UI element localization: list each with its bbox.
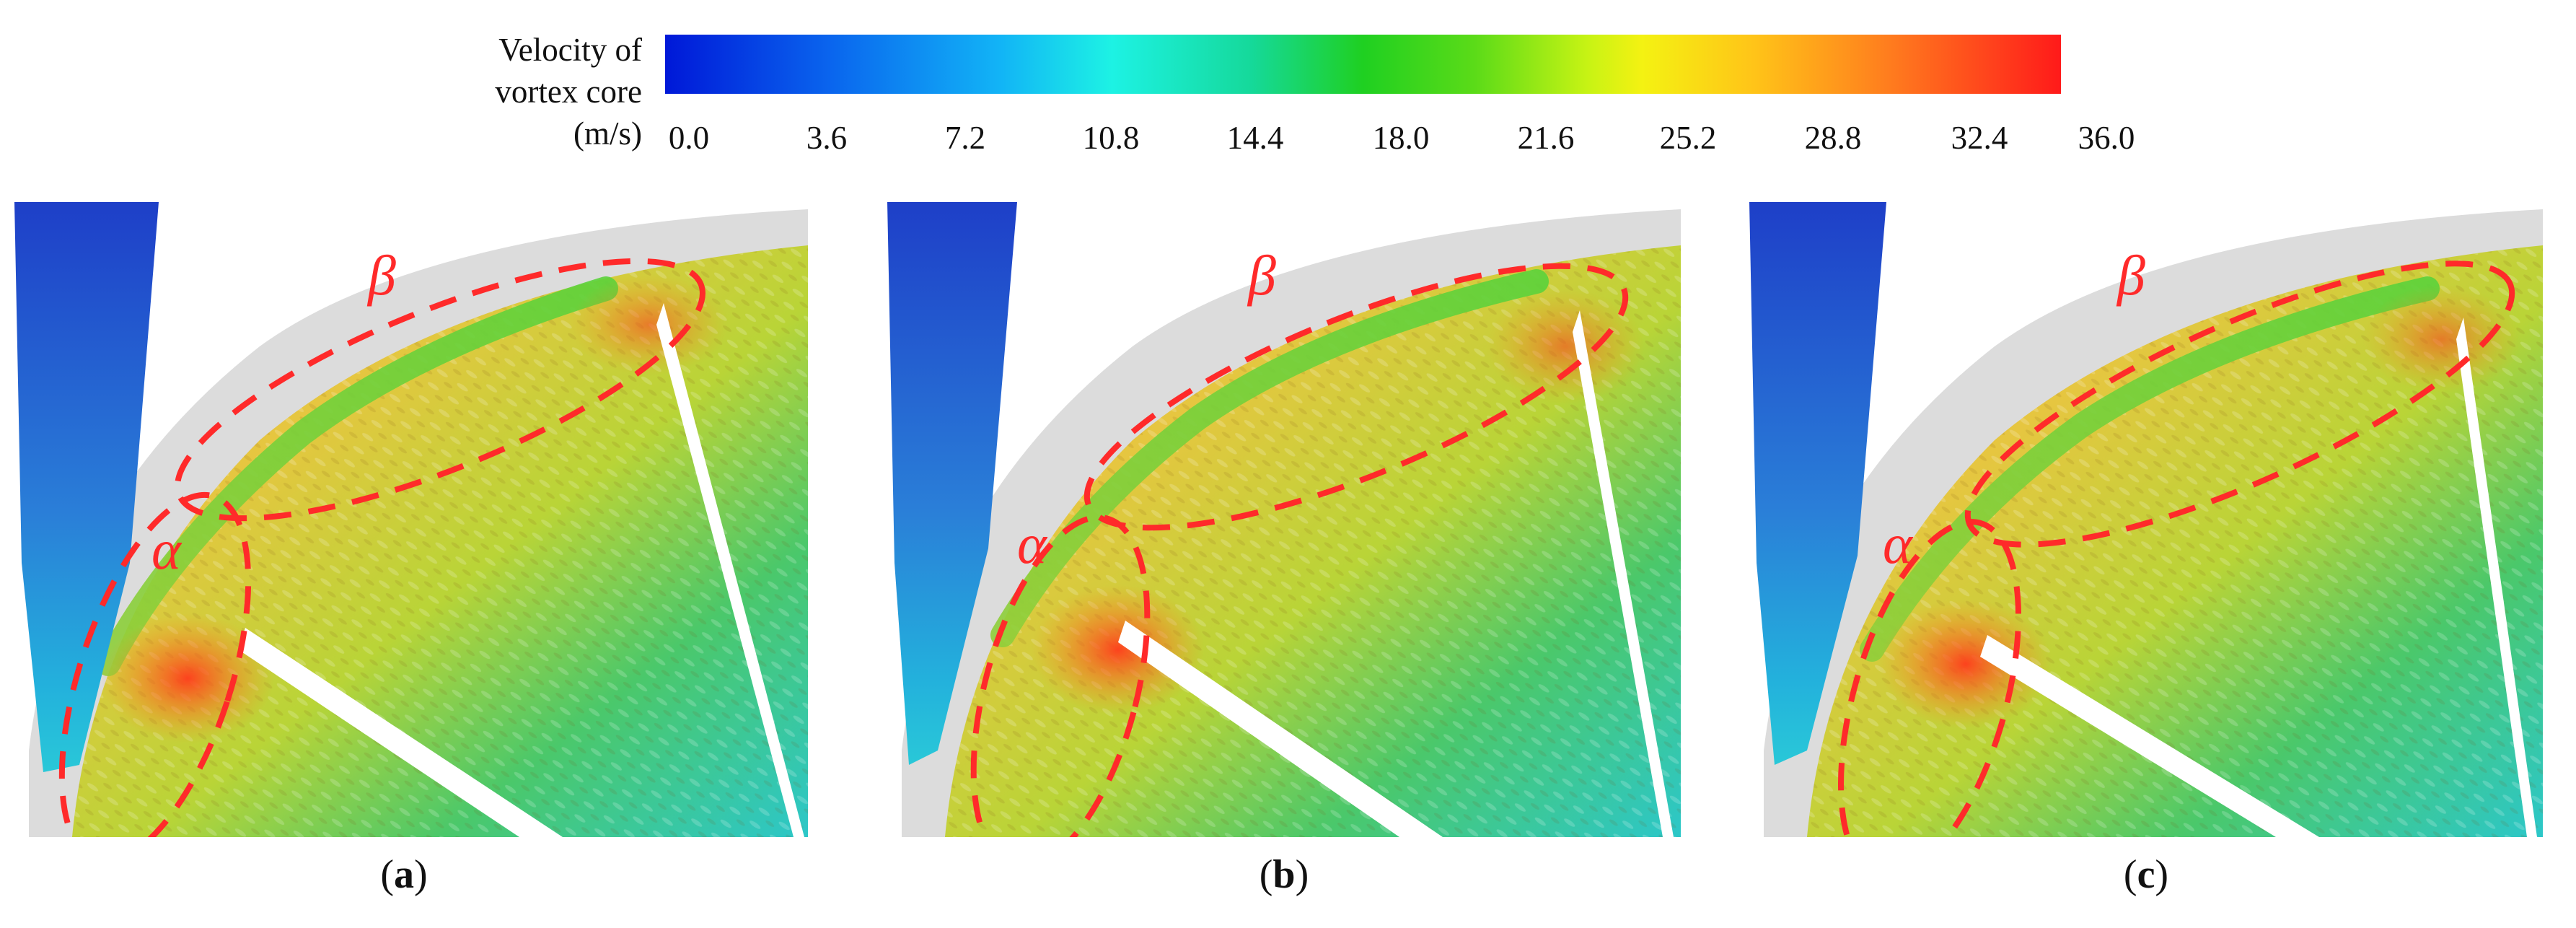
panel-a-figure: α β (14, 202, 812, 837)
caption-c: (c) (2123, 852, 2169, 897)
colorbar-tick-9: 32.4 (1951, 120, 2008, 156)
caption-b: (b) (1259, 852, 1309, 897)
panel-a-alpha-label: α (151, 518, 183, 581)
colorbar-tick-0: 0.0 (668, 120, 710, 156)
colorbar-title-line1: Velocity of (498, 32, 642, 68)
colorbar-tick-6: 21.6 (1517, 120, 1575, 156)
caption-b-letter: b (1272, 852, 1296, 897)
colorbar-title-line2: vortex core (495, 74, 642, 110)
panel-b-figure: α β (887, 202, 1684, 837)
colorbar-tick-10: 36.0 (2078, 120, 2135, 156)
panel-a-beta-label: β (366, 244, 396, 307)
panel-c: α β (1749, 202, 2546, 837)
colorbar-tick-8: 28.8 (1804, 120, 1862, 156)
panel-c-beta-label: β (2116, 244, 2145, 307)
panel-b: α β (887, 202, 1684, 837)
panel-c-figure: α β (1749, 202, 2546, 837)
colorbar-tick-4: 14.4 (1226, 120, 1284, 156)
colorbar-tick-5: 18.0 (1372, 120, 1430, 156)
colorbar-tick-2: 7.2 (944, 120, 986, 156)
colorbar-tick-3: 10.8 (1082, 120, 1140, 156)
caption-a: (a) (380, 852, 428, 897)
colorbar-tick-7: 25.2 (1659, 120, 1717, 156)
colorbar-gradient (665, 35, 2061, 94)
colorbar-title-line3: (m/s) (573, 115, 642, 152)
colorbar-ticks: 0.0 3.6 7.2 10.8 14.4 18.0 21.6 25.2 28.… (0, 119, 2576, 162)
colorbar-title: Velocity of vortex core (m/s) (404, 29, 642, 154)
panel-c-alpha-label: α (1883, 512, 1914, 575)
caption-c-letter: c (2137, 852, 2155, 897)
panel-a: α β (14, 202, 812, 837)
colorbar-tick-1: 3.6 (806, 120, 848, 156)
panel-b-alpha-label: α (1017, 512, 1048, 575)
panel-b-beta-label: β (1247, 244, 1276, 307)
caption-a-letter: a (394, 852, 414, 897)
